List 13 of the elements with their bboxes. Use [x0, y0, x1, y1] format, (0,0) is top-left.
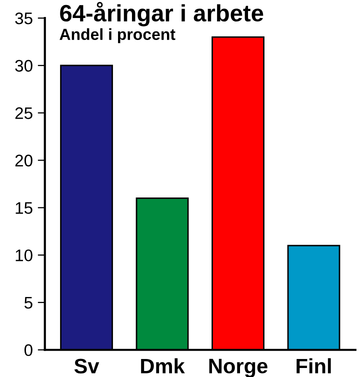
y-tick-label: 20 [15, 154, 32, 166]
y-tick-label: 10 [16, 249, 32, 262]
y-tick-label: 25 [15, 107, 32, 120]
y-tick-label: 30 [15, 60, 32, 72]
text: Andel i procent [60, 28, 176, 44]
y-tick-label: 15 [16, 202, 32, 214]
x-tick-label: Sv [74, 358, 100, 374]
y-tick-label: 0 [24, 344, 32, 356]
y-tick-label: 35 [15, 12, 32, 24]
x-tick-label: Finl [296, 358, 331, 374]
chart-title: 64-åringar i arbete [60, 2, 264, 26]
x-tick-label: Dmk [141, 358, 185, 374]
y-tick-label: 5 [24, 297, 32, 309]
